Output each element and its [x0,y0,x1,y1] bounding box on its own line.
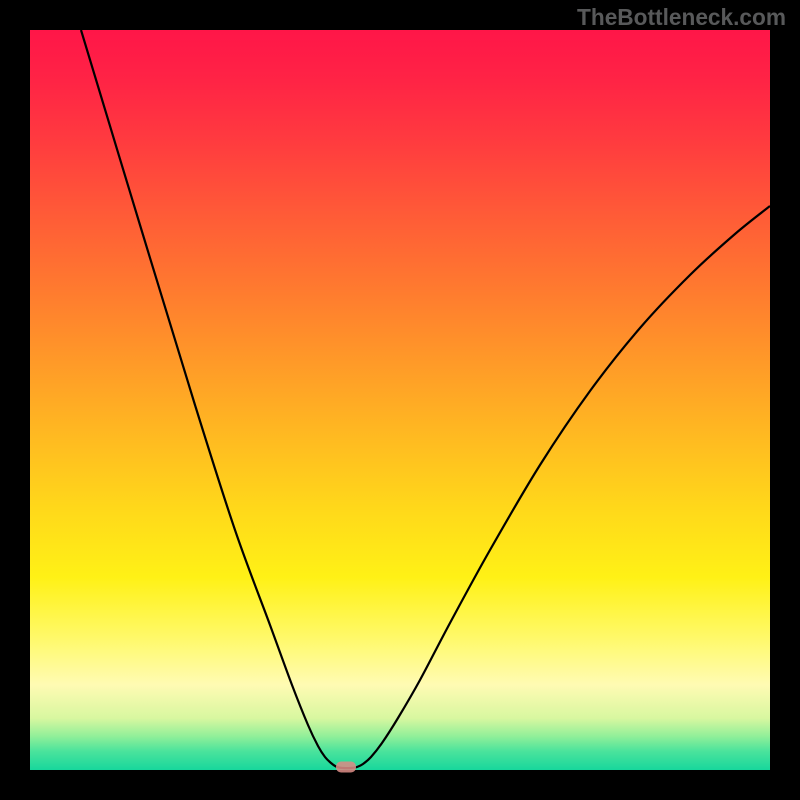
chart-frame: TheBottleneck.com [0,0,800,800]
watermark-text: TheBottleneck.com [577,4,786,31]
optimal-point-marker [336,762,356,773]
bottleneck-chart [0,0,800,800]
chart-background [30,30,770,770]
